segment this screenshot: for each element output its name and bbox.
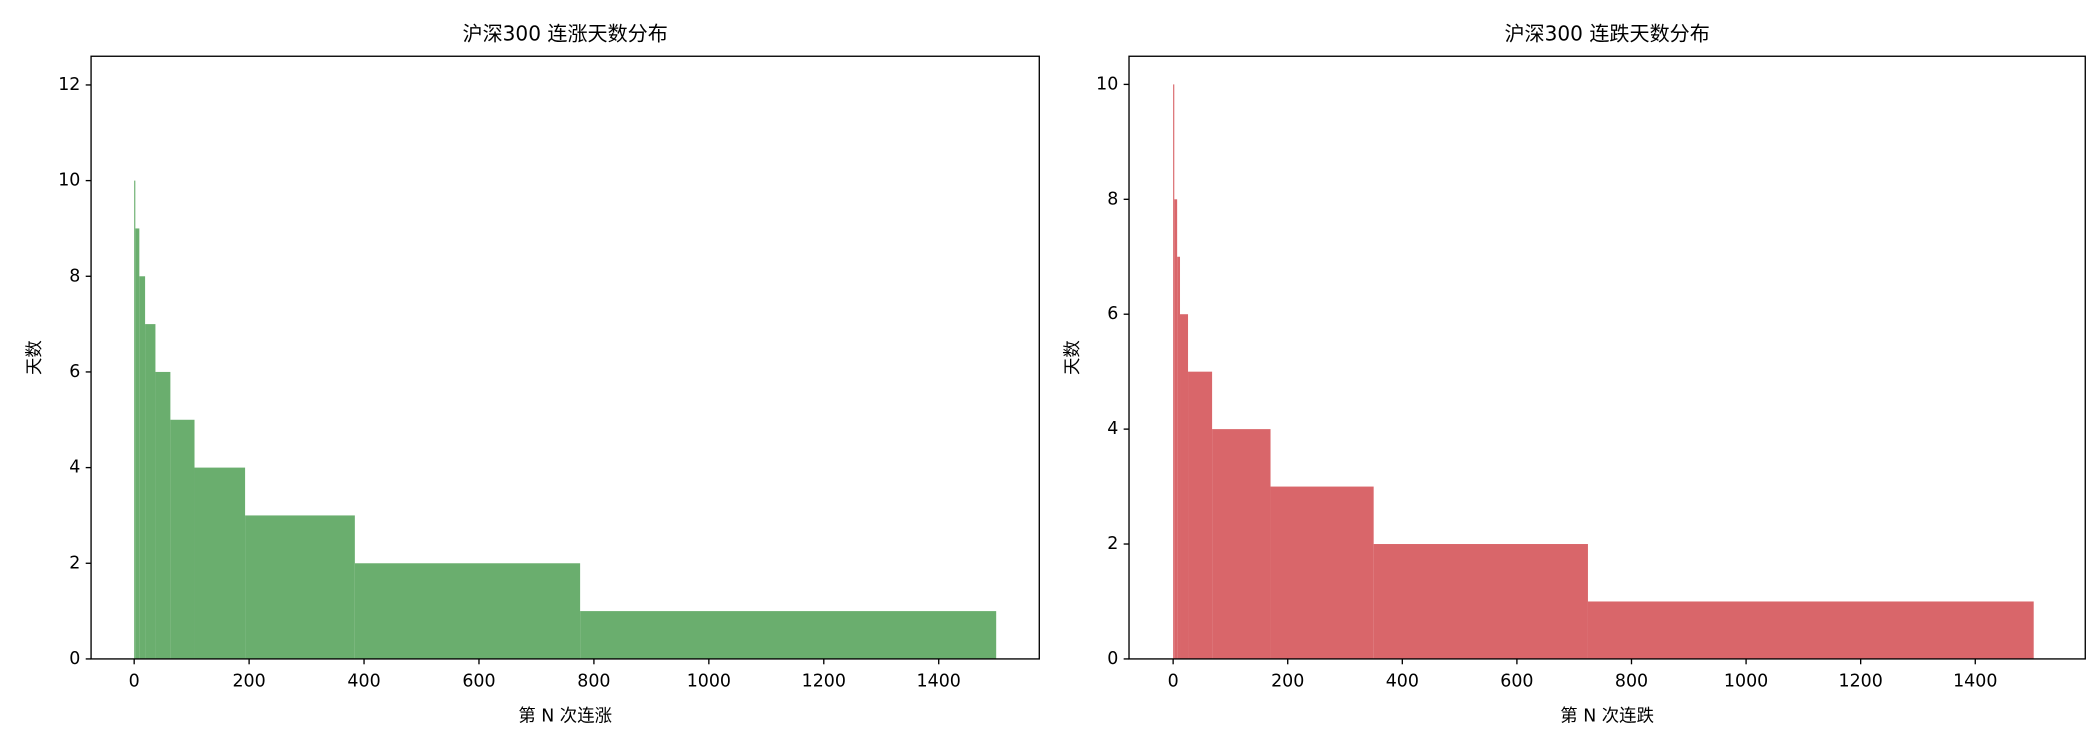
bar [134,180,136,659]
bar [170,419,195,659]
x-tick-label: 600 [462,672,495,692]
x-tick-label: 1000 [1724,672,1768,692]
bar [1180,314,1189,659]
y-tick-label: 2 [1107,534,1118,554]
x-tick-label: 1200 [802,672,846,692]
x-tick-label: 200 [1271,672,1304,692]
bar [1177,256,1181,659]
x-tick-label: 200 [232,672,265,692]
bar [1270,486,1374,659]
x-tick-label: 1200 [1839,672,1883,692]
y-axis-label: 天数 [1063,340,1083,375]
bar [194,467,246,659]
x-tick-label: 400 [347,672,380,692]
y-tick-label: 10 [1096,74,1118,94]
y-tick-label: 12 [58,75,80,95]
y-tick-label: 8 [69,266,80,286]
x-tick-label: 1400 [1953,672,1997,692]
chart-title: 沪深300 连涨天数分布 [463,21,668,45]
x-tick-label: 0 [1168,672,1179,692]
bar [1174,199,1178,659]
bar [1373,544,1588,659]
y-tick-label: 4 [69,458,80,478]
y-tick-label: 2 [69,553,80,573]
x-tick-label: 600 [1500,672,1533,692]
y-tick-label: 6 [1107,304,1118,324]
axes-frame [1128,55,2086,660]
bar [139,276,146,659]
bar [155,371,171,659]
bar [145,324,156,659]
bar [1188,371,1213,659]
y-tick-label: 4 [1107,419,1118,439]
bar [1173,84,1175,659]
x-tick-label: 0 [129,672,140,692]
y-tick-label: 6 [69,362,80,382]
x-tick-label: 800 [577,672,610,692]
bar [1212,429,1271,659]
x-tick-label: 1000 [687,672,731,692]
x-axis-label: 第 N 次连跌 [1560,707,1654,727]
bar [135,228,140,659]
bar [245,515,355,659]
y-axis-label: 天数 [25,340,45,375]
y-tick-label: 0 [1107,649,1118,669]
bar [580,611,997,659]
y-tick-label: 10 [58,171,80,191]
axes-frame [90,55,1040,660]
x-tick-label: 1400 [917,672,961,692]
x-tick-label: 800 [1615,672,1648,692]
chart-title: 沪深300 连跌天数分布 [1504,21,1709,45]
y-tick-label: 8 [1107,189,1118,209]
x-tick-label: 400 [1386,672,1419,692]
y-tick-label: 0 [69,649,80,669]
bar [354,563,581,659]
x-axis-label: 第 N 次连涨 [518,707,612,727]
bar [1587,601,2034,659]
